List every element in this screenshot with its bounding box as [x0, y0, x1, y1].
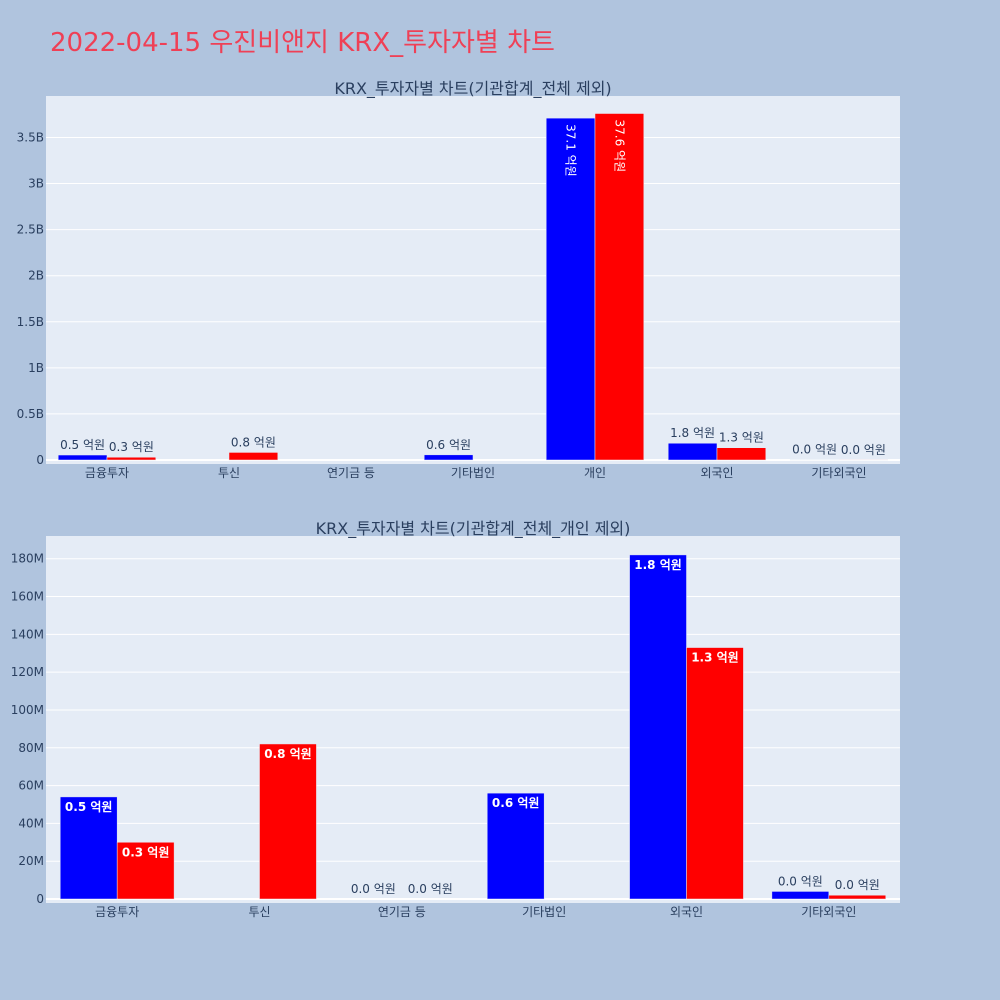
bar — [594, 113, 645, 461]
plot-area — [46, 536, 900, 903]
y-tick-label: 140M — [11, 627, 44, 641]
data-label: 37.6 억원 — [612, 120, 626, 173]
data-label: 1.8 억원 — [634, 558, 682, 572]
chart-title: KRX_투자자별 차트(기관합계_전체_개인 제외) — [316, 519, 631, 539]
bar — [486, 792, 545, 900]
x-tick-label: 금융투자 — [85, 466, 129, 480]
data-label: 0.6 억원 — [492, 796, 540, 810]
data-label: 0.0 억원 — [351, 882, 396, 896]
plot-area — [46, 96, 900, 464]
bar — [423, 454, 474, 461]
data-label: 37.1 억원 — [564, 124, 578, 177]
data-label: 0.8 억원 — [231, 435, 276, 449]
x-tick-label: 기타법인 — [522, 905, 566, 919]
y-tick-label: 3.5B — [17, 130, 44, 144]
data-label: 0.5 억원 — [60, 438, 105, 452]
bar — [116, 842, 175, 900]
y-tick-label: 160M — [11, 590, 44, 604]
x-tick-label: 투신 — [248, 905, 270, 919]
data-label: 0.0 억원 — [408, 882, 453, 896]
data-label: 0.3 억원 — [122, 845, 170, 859]
y-tick-label: 1.5B — [17, 315, 44, 329]
data-label: 1.3 억원 — [691, 651, 739, 665]
bar — [228, 452, 279, 461]
data-label: 0.3 억원 — [109, 440, 154, 454]
bar — [771, 891, 830, 900]
bar — [57, 454, 108, 461]
y-tick-label: 120M — [11, 665, 44, 679]
y-tick-label: 2B — [28, 269, 44, 283]
bar — [716, 447, 767, 461]
x-tick-label: 기타외국인 — [811, 466, 866, 480]
x-tick-label: 외국인 — [670, 905, 703, 919]
page-title: 2022-04-15 우진비앤지 KRX_투자자별 차트 — [50, 28, 555, 58]
y-tick-label: 0 — [36, 453, 44, 467]
y-tick-label: 100M — [11, 703, 44, 717]
data-label: 0.6 억원 — [426, 438, 471, 452]
y-tick-label: 40M — [18, 816, 44, 830]
data-label: 0.5 억원 — [65, 800, 113, 814]
chart-2: 0 20M 40M 60M 80M 100M 120M 140M 160M 180M KRX_투자자… — [11, 519, 900, 919]
y-tick-label: 1B — [28, 361, 44, 375]
bar — [686, 647, 744, 900]
bar — [667, 442, 718, 461]
data-label: 0.0 억원 — [778, 874, 823, 888]
x-tick-label: 연기금 등 — [327, 466, 375, 480]
data-label: 0.0 억원 — [841, 443, 886, 457]
bar — [629, 554, 687, 900]
y-tick-label: 3B — [28, 177, 44, 191]
x-tick-label: 외국인 — [700, 466, 733, 480]
x-tick-label: 연기금 등 — [378, 905, 426, 919]
y-tick-label: 2.5B — [17, 223, 44, 237]
bar — [828, 894, 887, 900]
x-tick-label: 투신 — [218, 466, 240, 480]
data-label: 0.8 억원 — [264, 747, 312, 761]
data-label: 1.3 억원 — [719, 431, 764, 445]
data-label: 0.0 억원 — [792, 443, 837, 457]
bar — [106, 456, 157, 461]
data-label: 0.0 억원 — [835, 878, 880, 892]
chart-title: KRX_투자자별 차트(기관합계_전체 제외) — [334, 79, 611, 99]
y-tick-label: 0.5B — [17, 407, 44, 421]
y-tick-label: 180M — [11, 552, 44, 566]
y-tick-label: 0 — [36, 892, 44, 906]
bar — [259, 743, 317, 900]
bar — [545, 117, 596, 461]
x-tick-label: 개인 — [584, 466, 606, 480]
y-tick-label: 60M — [18, 779, 44, 793]
x-tick-label: 기타법인 — [451, 466, 495, 480]
chart-1: 0 0.5B 1B 1.5B 2B 2.5B 3B 3.5B KRX_투자자별 차트(기관합계_… — [17, 79, 900, 480]
y-tick-label: 20M — [18, 854, 44, 868]
y-tick-label: 80M — [18, 741, 44, 755]
bar — [59, 796, 118, 900]
x-tick-label: 금융투자 — [95, 905, 139, 919]
data-label: 1.8 억원 — [670, 426, 715, 440]
x-tick-label: 기타외국인 — [801, 905, 856, 919]
